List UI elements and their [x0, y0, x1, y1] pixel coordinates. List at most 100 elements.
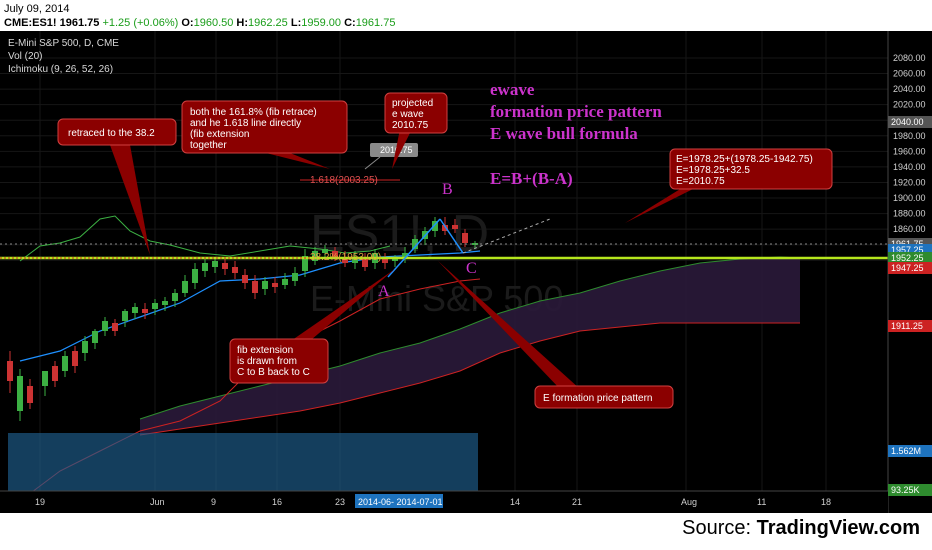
callout-fib-line-3: (fib extension: [190, 129, 249, 140]
ewave-line-3: E wave bull formula: [490, 124, 638, 143]
price-tick-label: 1920.00: [893, 177, 926, 187]
callout-calc-line-2: E=1978.25+32.5: [676, 165, 750, 176]
date-range-highlight: [355, 494, 443, 508]
wave-label-b: B: [442, 181, 453, 198]
callout-retraced: [57, 118, 177, 146]
callout-extension-line-3: C to B back to C: [237, 367, 310, 378]
candle-body: [252, 281, 258, 293]
price-tick-label: 1860.00: [893, 224, 926, 234]
wave-b-c-line: [439, 218, 464, 254]
date-tick-label: 19: [35, 497, 45, 507]
chart-title: E-Mini S&P 500, D, CME: [8, 38, 119, 49]
candle-body: [392, 259, 398, 261]
ichimoku-cloud: [140, 257, 800, 435]
price-axis[interactable]: 2080.002060.002040.002020.002000.001980.…: [887, 31, 932, 513]
callout-calc: [669, 148, 833, 190]
wave-label-c: C: [466, 260, 477, 277]
callout-pattern-text: E formation price pattern: [543, 393, 653, 404]
candle-body: [162, 301, 168, 305]
price-tick-label: 1880.00: [893, 209, 926, 219]
callout-projected: [384, 92, 448, 134]
high-label: H:: [236, 17, 249, 29]
candle-body: [462, 233, 468, 243]
price-tick-label: 1900.00: [893, 193, 926, 203]
candle-body: [192, 269, 198, 283]
date-tick-label: Jun: [150, 497, 165, 507]
date-tick-label: 16: [272, 497, 282, 507]
candle-body: [42, 371, 48, 386]
date-tick-label: 14: [510, 497, 520, 507]
formula-text: E=B+(B-A): [490, 169, 573, 188]
chart-date: July 09, 2014: [4, 3, 70, 15]
date-tick-label: Aug: [681, 497, 697, 507]
source-name[interactable]: TradingView.com: [756, 517, 920, 539]
source-credit: Source: TradingView.com: [682, 517, 920, 540]
chart-svg[interactable]: ES1!, D E-Mini S&P 500 1.618(2003.25) 38…: [0, 31, 932, 513]
candle-body: [172, 293, 178, 301]
date-axis[interactable]: 19 Jun 9 16 23 14 21 Aug 11 18 2014-06- 2014-07-01: [0, 490, 888, 513]
low-value: 1959.00: [301, 17, 342, 29]
volume-indicator-label[interactable]: Vol (20): [8, 51, 43, 62]
price-tag-label: 1957.25: [891, 245, 924, 255]
projected-flag[interactable]: [370, 143, 418, 157]
price-tag-label: 93.25K: [891, 485, 920, 495]
wave-label-a: A: [378, 283, 390, 300]
price-tag: [888, 484, 932, 496]
callout-retraced-pointer: [110, 145, 150, 255]
candle-body: [152, 303, 158, 309]
ichimoku-indicator-label[interactable]: Ichimoku (9, 26, 52, 26): [8, 64, 114, 75]
price-tick-label: 2040.00: [893, 84, 926, 94]
callout-projected-pointer: [392, 129, 412, 169]
candle-body: [282, 279, 288, 285]
price-tick-label: 1960.00: [893, 146, 926, 156]
candle-body: [352, 257, 358, 263]
ewave-line-2: formation price pattern: [490, 102, 662, 121]
callout-pattern-pointer: [438, 261, 580, 389]
callout-retraced-text: retraced to the 38.2: [68, 128, 155, 139]
callout-projected-line-2: e wave: [392, 109, 424, 120]
callout-fib-line-1: both the 161.8% (fib retrace): [190, 107, 317, 118]
candle-body: [452, 225, 458, 229]
candle-body: [242, 275, 248, 283]
candle-body: [17, 376, 23, 411]
candle-body: [382, 257, 388, 263]
callout-extension: [229, 338, 329, 384]
price-tag-label: 1947.25: [891, 263, 924, 273]
symbol-label[interactable]: CME:ES1!: [4, 17, 57, 29]
price-tick-label: 1980.00: [893, 131, 926, 141]
candle-body: [302, 256, 308, 271]
price-tick-label: 2060.00: [893, 69, 926, 79]
candle-body: [272, 283, 278, 287]
candle-body: [92, 331, 98, 343]
price-tick-label: 1940.00: [893, 162, 926, 172]
senkou-span-b: [139, 322, 800, 436]
price-tick-label: 2080.00: [893, 53, 926, 63]
callout-extension-line-2: is drawn from: [237, 356, 297, 367]
chart-canvas[interactable]: ES1!, D E-Mini S&P 500 1.618(2003.25) 38…: [0, 31, 932, 513]
candle-body: [232, 267, 238, 273]
candle-body: [82, 341, 88, 353]
callout-extension-line-1: fib extension: [237, 345, 293, 356]
candle-body: [102, 321, 108, 331]
callout-fib-line-2: and he 1.618 line directly: [190, 118, 301, 129]
date-tick-label: 21: [572, 497, 582, 507]
price-tag-label: 2040.00: [891, 117, 924, 127]
candle-body: [442, 225, 448, 231]
callout-fib: [181, 100, 348, 154]
fib-1618-label: 1.618(2003.25): [310, 175, 378, 186]
callout-extension-pointer: [285, 269, 395, 345]
candle-body: [362, 259, 368, 267]
callout-pattern: [534, 385, 674, 409]
candle-body: [122, 311, 128, 321]
date-range-highlight-label: 2014-06- 2014-07-01: [358, 497, 443, 507]
fib-382-label: 38.2%(1953.00): [310, 252, 381, 263]
price-tag: [888, 320, 932, 332]
last-price: 1961.75: [59, 17, 100, 29]
price-tag-label: 1952.25: [891, 253, 924, 263]
price-tag: [888, 445, 932, 457]
date-tick-label: 9: [211, 497, 216, 507]
open-label: O:: [181, 17, 194, 29]
callout-fib-pointer: [250, 149, 330, 169]
callout-calc-pointer: [625, 183, 705, 223]
candle-body: [292, 273, 298, 281]
